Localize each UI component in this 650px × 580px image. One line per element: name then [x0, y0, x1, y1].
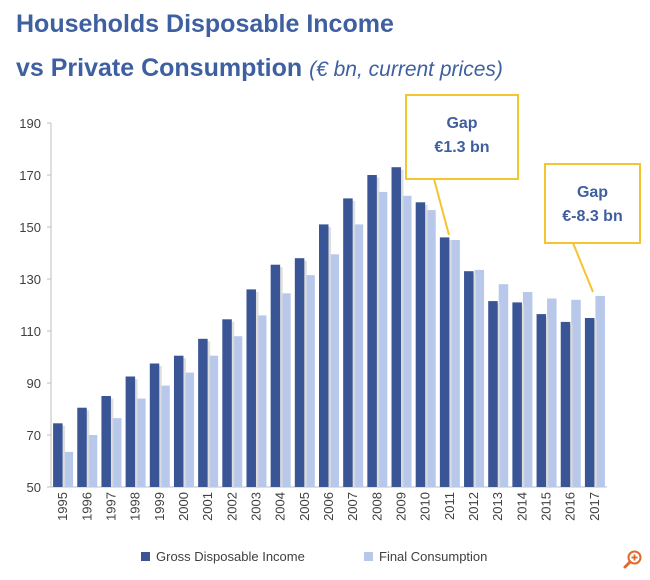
x-tick-label: 2007: [345, 492, 360, 521]
x-tick-label: 2013: [490, 492, 505, 521]
x-tick-label: 2012: [466, 492, 481, 521]
x-tick-label: 2009: [394, 492, 409, 521]
bar-final-consumption: [111, 418, 122, 487]
y-tick-label: 50: [27, 480, 41, 495]
bar-gross-disposable-income: [536, 314, 547, 487]
y-tick-label: 150: [19, 220, 41, 235]
bar-gross-disposable-income: [173, 355, 184, 487]
x-tick-label: 2005: [297, 492, 312, 521]
bar-gross-disposable-income: [294, 258, 305, 487]
bar-final-consumption: [377, 191, 388, 487]
callout-label: Gap: [577, 184, 608, 201]
x-tick-label: 2010: [418, 492, 433, 521]
x-tick-label: 2003: [248, 492, 263, 521]
bar-final-consumption: [426, 210, 436, 487]
x-tick-label: 2000: [176, 492, 191, 521]
bar-gross-disposable-income: [464, 271, 474, 487]
callout-value: €1.3 bn: [434, 139, 489, 156]
y-tick-label: 70: [27, 428, 41, 443]
bar-gross-disposable-income: [439, 237, 450, 487]
x-tick-label: 1998: [128, 492, 143, 521]
callout-pointer: [433, 178, 450, 236]
legend-swatch: [141, 552, 150, 561]
bar-gross-disposable-income: [77, 407, 87, 487]
bar-final-consumption: [184, 372, 194, 487]
bar-final-consumption: [474, 269, 485, 487]
bar-gross-disposable-income: [149, 363, 160, 487]
bar-final-consumption: [232, 336, 243, 487]
x-tick-label: 2004: [273, 492, 288, 521]
bar-gross-disposable-income: [246, 289, 256, 487]
x-tick-label: 1997: [103, 492, 118, 521]
bar-final-consumption: [160, 385, 170, 487]
x-tick-label: 1996: [79, 492, 94, 521]
bar-gross-disposable-income: [560, 321, 571, 487]
bar-gross-disposable-income: [222, 319, 232, 487]
bar-final-consumption: [87, 435, 98, 487]
x-tick-label: 2006: [321, 492, 336, 521]
callout-pointer: [572, 242, 594, 293]
x-tick-label: 1999: [152, 492, 167, 521]
x-tick-label: 2001: [200, 492, 215, 521]
x-tick-label: 1995: [55, 492, 70, 521]
legend-label: Gross Disposable Income: [156, 549, 305, 564]
bar-final-consumption: [450, 240, 460, 487]
x-tick-label: 2011: [442, 492, 457, 520]
bar-gross-disposable-income: [512, 302, 522, 487]
callout-box: [405, 94, 519, 180]
bar-final-consumption: [353, 224, 364, 487]
chart-title-units: (€ bn, current prices): [309, 58, 503, 81]
bar-gross-disposable-income: [343, 198, 353, 487]
bar-final-consumption: [498, 284, 509, 487]
y-tick-label: 190: [19, 116, 41, 131]
legend-swatch: [364, 552, 373, 561]
bar-gross-disposable-income: [125, 376, 136, 487]
bar-gross-disposable-income: [367, 175, 377, 487]
bar-final-consumption: [402, 195, 412, 488]
bar-final-consumption: [329, 254, 339, 487]
x-tick-label: 2015: [539, 492, 554, 521]
bar-final-consumption: [547, 298, 557, 487]
bar-gross-disposable-income: [198, 338, 208, 487]
bar-gross-disposable-income: [488, 301, 498, 487]
bar-final-consumption: [281, 293, 291, 487]
y-tick-label: 130: [19, 272, 41, 287]
bar-final-consumption: [63, 451, 74, 487]
bar-gross-disposable-income: [101, 396, 111, 487]
x-tick-label: 2016: [563, 492, 578, 521]
bar-gross-disposable-income: [391, 167, 402, 487]
callout-box: [544, 163, 641, 244]
bar-gross-disposable-income: [270, 264, 281, 487]
y-tick-label: 110: [20, 324, 41, 339]
chart-title-line2: vs Private Consumption (€ bn, current pr…: [16, 54, 503, 83]
bar-final-consumption: [256, 315, 267, 487]
y-tick-label: 90: [27, 376, 41, 391]
bar-final-consumption: [136, 398, 146, 487]
bar-gross-disposable-income: [584, 318, 595, 487]
chart-title-line1: Households Disposable Income: [16, 10, 394, 38]
y-tick-label: 170: [19, 168, 41, 183]
bar-final-consumption: [522, 292, 533, 487]
legend-label: Final Consumption: [379, 549, 487, 564]
x-tick-label: 2008: [369, 492, 384, 521]
callout-label: Gap: [446, 115, 477, 132]
x-tick-label: 2017: [587, 492, 602, 521]
callout-value: €-8.3 bn: [562, 208, 622, 225]
bar-final-consumption: [305, 275, 315, 487]
zoom-in-icon[interactable]: [622, 548, 644, 570]
x-tick-label: 2014: [514, 492, 529, 521]
bar-gross-disposable-income: [319, 224, 329, 487]
x-tick-label: 2002: [224, 492, 239, 521]
bar-gross-disposable-income: [53, 423, 63, 487]
bar-final-consumption: [208, 355, 219, 487]
bar-final-consumption: [571, 299, 581, 487]
chart-title-main: vs Private Consumption: [16, 54, 303, 82]
bar-gross-disposable-income: [415, 202, 426, 488]
bar-final-consumption: [595, 295, 605, 487]
